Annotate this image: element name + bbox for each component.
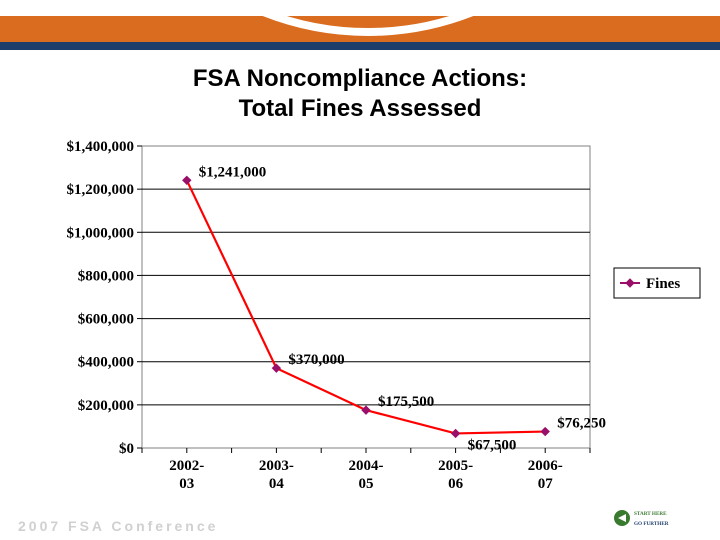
title-line-2: Total Fines Assessed [239,95,482,122]
data-label: $76,250 [557,416,606,432]
y-tick-label: $1,200,000 [67,182,135,198]
x-tick-label: 2003-04 [259,458,294,492]
slide-title: FSA Noncompliance Actions: Total Fines A… [0,64,720,124]
chart-canvas: $0 $200,000 $400,000 $600,000 $800,000 $1,000… [16,140,704,510]
x-tick-label: 2002-03 [169,458,204,492]
footer-conference-text: 2007 FSA Conference [18,518,218,534]
data-label: $1,241,000 [199,164,266,180]
title-line-1: FSA Noncompliance Actions: [193,65,527,92]
y-tick-label: $600,000 [78,312,134,328]
y-tick-label: $200,000 [78,398,134,414]
fines-chart: $0 $200,000 $400,000 $600,000 $800,000 $1,000… [16,140,704,510]
footer-logo: START HERE GO FURTHER [612,504,702,532]
data-label: $67,500 [468,437,517,453]
y-tick-label: $1,400,000 [67,140,135,155]
x-tick-label: 2005-06 [438,458,473,492]
y-tick-label: $800,000 [78,268,134,284]
x-tick-label: 2004-05 [349,458,384,492]
top-navy-underline [0,42,720,50]
y-tick-label: $400,000 [78,355,134,371]
legend-label: Fines [646,276,680,292]
y-tick-label: $1,000,000 [67,225,135,241]
y-tick-label: $0 [119,441,134,457]
svg-text:START HERE: START HERE [634,511,667,517]
plot-area [142,146,590,448]
data-label: $175,500 [378,394,434,410]
svg-text:GO FURTHER: GO FURTHER [634,521,669,527]
data-label: $370,000 [288,352,344,368]
x-tick-label: 2006-07 [528,458,563,492]
